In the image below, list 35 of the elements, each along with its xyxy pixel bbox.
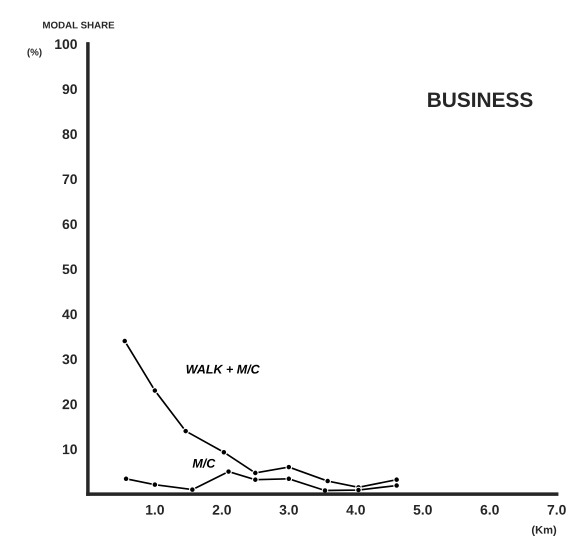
y-tick-label: 20 bbox=[62, 399, 77, 410]
point bbox=[152, 481, 158, 488]
x-tick-label: 6.0 bbox=[480, 504, 499, 515]
text: WALK + M/C bbox=[186, 364, 260, 374]
y-tick-label: 30 bbox=[62, 354, 77, 364]
point bbox=[393, 482, 400, 489]
text: (%) bbox=[27, 48, 42, 58]
y-tick-label: 70 bbox=[62, 174, 77, 184]
x-tick-label: 2.0 bbox=[212, 504, 231, 515]
point bbox=[225, 468, 232, 475]
y-axis-title: MODAL SHARE bbox=[43, 22, 114, 28]
y-tick-label: 80 bbox=[62, 129, 77, 140]
x-tick-label: 3.0 bbox=[279, 504, 298, 515]
y-tick-label: 50 bbox=[62, 264, 77, 274]
point bbox=[324, 478, 331, 484]
x-axis-title: (Km) bbox=[532, 526, 556, 536]
x-tick-label: 5.0 bbox=[414, 504, 432, 515]
point bbox=[189, 486, 196, 493]
point bbox=[252, 470, 259, 476]
y-tick-label: 60 bbox=[62, 219, 77, 230]
x-tick-label: 7.0 bbox=[548, 504, 566, 515]
y-tick-label: 100 bbox=[55, 39, 77, 50]
point bbox=[252, 476, 259, 483]
text: BUSINESS bbox=[428, 92, 532, 108]
point bbox=[152, 387, 158, 394]
point bbox=[182, 428, 189, 434]
y-tick-label: 90 bbox=[62, 84, 77, 94]
point bbox=[355, 486, 362, 494]
point bbox=[286, 464, 292, 470]
x-tick-label: 4.0 bbox=[346, 504, 365, 515]
point bbox=[393, 476, 400, 483]
x-tick-label: 1.0 bbox=[146, 504, 164, 515]
series-label: M/C bbox=[192, 458, 216, 468]
y-tick-label: 40 bbox=[62, 309, 77, 320]
y-tick-label: 10 bbox=[62, 444, 77, 454]
